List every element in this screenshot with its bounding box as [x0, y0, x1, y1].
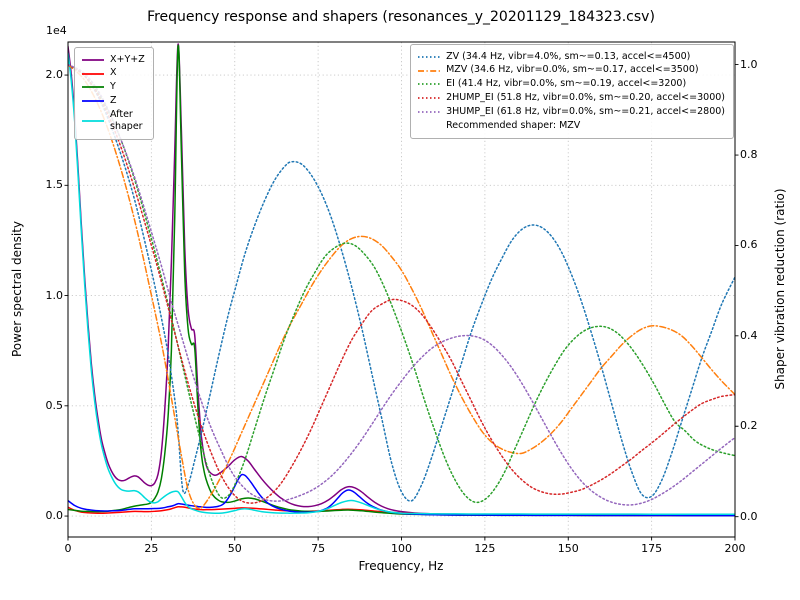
legend-label: After shaper — [110, 108, 143, 133]
x-tick-label-7: 175 — [641, 542, 663, 555]
legend-entry-x: X — [81, 67, 145, 79]
legend-entry-mzv: MZV (34.6 Hz, vibr=0.0%, sm~=0.17, accel… — [417, 64, 725, 76]
x-line-sample-icon — [82, 72, 104, 75]
legend-shapers: ZV (34.4 Hz, vibr=4.0%, sm~=0.13, accel<… — [410, 44, 734, 139]
legend-label: X+Y+Z — [110, 53, 145, 65]
x-y-z-line-sample-icon — [82, 58, 104, 61]
legend-label: 3HUMP_EI (61.8 Hz, vibr=0.0%, sm~=0.21, … — [446, 105, 725, 117]
z-line-sample-icon — [82, 100, 104, 103]
x-tick-label-2: 50 — [227, 542, 242, 555]
legend-entry-3hump_ei: 3HUMP_EI (61.8 Hz, vibr=0.0%, sm~=0.21, … — [417, 106, 725, 118]
legend-entry-after-shaper: After shaper — [81, 109, 145, 134]
legend-label: MZV (34.6 Hz, vibr=0.0%, sm~=0.17, accel… — [446, 64, 699, 76]
legend-label: Z — [110, 95, 117, 107]
zv-line-sample-icon — [418, 55, 441, 58]
chart-title: Frequency response and shapers (resonanc… — [147, 9, 655, 25]
3hump_ei-line-sample-icon — [418, 111, 441, 113]
y-right-tick-label-1: 0.2 — [740, 419, 758, 433]
legend-label: Recommended shaper: MZV — [446, 119, 581, 131]
legend-entry-y: Y — [81, 81, 145, 93]
y-axis-offset-text: 1e4 — [46, 24, 67, 37]
y-right-tick-label-5: 1.0 — [740, 57, 758, 71]
x-tick-label-4: 100 — [391, 542, 412, 555]
x-tick-label-8: 200 — [724, 542, 746, 555]
2hump_ei-line-sample-icon — [418, 97, 441, 100]
legend-entry-z: Z — [81, 95, 145, 107]
mzv-line-sample-icon — [418, 69, 441, 72]
legend-entry-note: Recommended shaper: MZV — [417, 120, 725, 132]
y-left-tick-label-3: 1.5 — [45, 178, 64, 192]
legend-entry-x-y-z: X+Y+Z — [81, 54, 145, 66]
legend-psd: X+Y+Z X Y Z After shaper — [74, 47, 154, 141]
legend-label: 2HUMP_EI (51.8 Hz, vibr=0.0%, sm~=0.20, … — [446, 92, 725, 104]
y-axis-label-left: Power spectral density — [10, 220, 24, 358]
y-left-tick-label-2: 1.0 — [45, 288, 64, 302]
y-left-tick-label-1: 0.5 — [45, 398, 64, 412]
legend-label: EI (41.4 Hz, vibr=0.0%, sm~=0.19, accel<… — [446, 78, 687, 90]
y-line-sample-icon — [82, 86, 104, 89]
ei-line-sample-icon — [418, 83, 441, 86]
legend-label: Y — [110, 81, 116, 93]
after-shaper-line-sample-icon — [82, 120, 104, 123]
x-tick-label-0: 0 — [64, 542, 72, 555]
y-right-tick-label-2: 0.4 — [740, 328, 758, 342]
x-axis-label: Frequency, Hz — [358, 559, 444, 573]
x-tick-label-1: 25 — [144, 542, 159, 555]
y-right-tick-label-3: 0.6 — [740, 238, 758, 252]
legend-entry-2hump_ei: 2HUMP_EI (51.8 Hz, vibr=0.0%, sm~=0.20, … — [417, 92, 725, 104]
legend-label: ZV (34.4 Hz, vibr=4.0%, sm~=0.13, accel<… — [446, 50, 691, 62]
x-tick-label-5: 125 — [474, 542, 496, 555]
y-right-tick-label-4: 0.8 — [740, 148, 758, 161]
x-tick-label-3: 75 — [311, 542, 326, 555]
y-right-tick-label-0: 0.0 — [740, 509, 758, 523]
y-axis-label-right: Shaper vibration reduction (ratio) — [773, 188, 787, 390]
legend-label: X — [110, 67, 117, 79]
y-left-tick-label-4: 2.0 — [45, 68, 64, 82]
y-left-tick-label-0: 0.0 — [45, 509, 64, 523]
legend-entry-ei: EI (41.4 Hz, vibr=0.0%, sm~=0.19, accel<… — [417, 78, 725, 90]
legend-entry-zv: ZV (34.4 Hz, vibr=4.0%, sm~=0.13, accel<… — [417, 51, 725, 63]
x-tick-label-6: 150 — [557, 542, 579, 555]
